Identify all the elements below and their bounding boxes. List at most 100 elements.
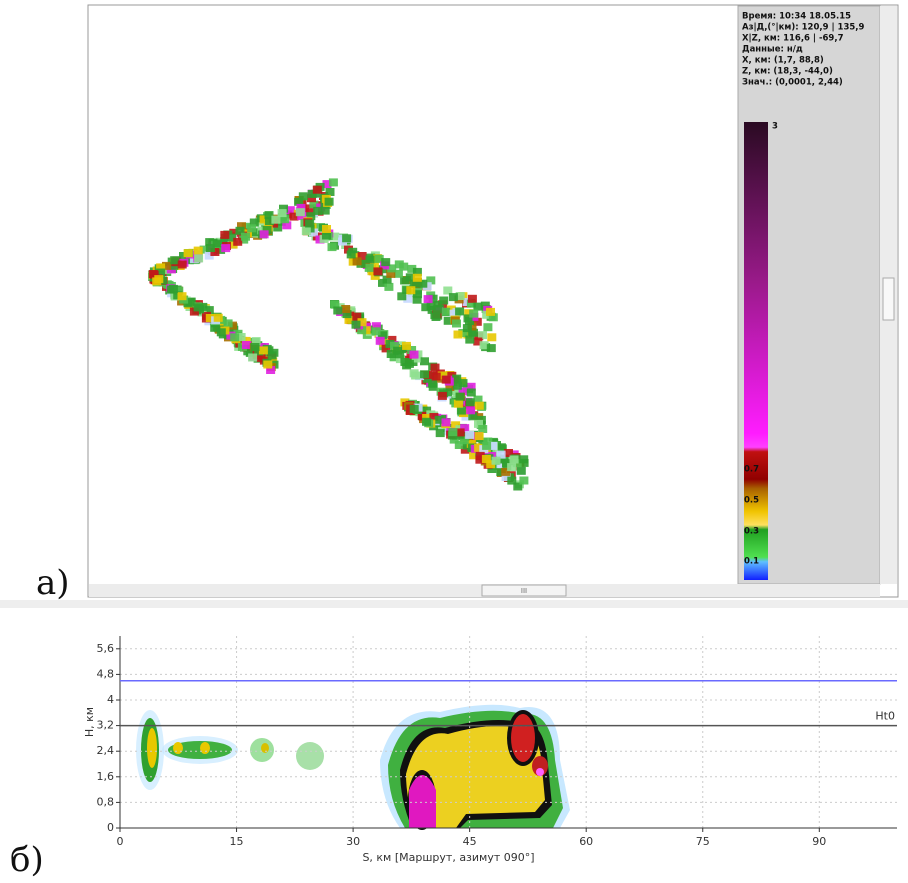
radar-cell	[435, 429, 445, 438]
radar-cell	[365, 255, 375, 264]
radar-cell	[387, 264, 397, 273]
radar-cell	[496, 460, 506, 469]
radar-cell	[488, 313, 498, 322]
radar-cell	[285, 206, 295, 215]
level-label: Ht0	[875, 710, 895, 723]
radar-cell	[491, 456, 501, 465]
radar-cell	[441, 307, 451, 316]
radar-cell	[386, 269, 396, 278]
radar-cell	[501, 467, 511, 476]
radar-cell	[289, 212, 299, 221]
radar-cell	[449, 309, 459, 318]
radar-cell	[458, 379, 468, 388]
radar-cell	[170, 256, 180, 265]
radar-cell	[220, 230, 230, 239]
radar-cell	[437, 391, 447, 400]
radar-cell	[509, 455, 519, 464]
radar-cell	[405, 273, 415, 282]
radar-cell	[466, 299, 476, 308]
radar-cell	[473, 337, 483, 346]
radar-cell	[420, 370, 429, 379]
info-line: X|Z, км: 116,6 | -69,7	[742, 34, 844, 44]
radar-cell	[501, 473, 511, 481]
radar-cell	[333, 306, 343, 315]
radar-cell	[258, 346, 268, 355]
radar-cell	[453, 330, 463, 339]
radar-cell	[407, 346, 417, 354]
radar-cell	[251, 337, 261, 346]
radar-cell	[467, 294, 477, 303]
radar-cell	[463, 314, 473, 323]
radar-cell	[466, 382, 476, 391]
radar-cell	[456, 406, 466, 415]
radar-cell	[409, 405, 419, 413]
radar-field	[148, 178, 529, 491]
radar-cell	[265, 217, 274, 226]
radar-cell	[400, 276, 410, 285]
radar-cell	[307, 194, 316, 203]
y-tick-label: 3,2	[97, 719, 115, 732]
x-tick-label: 60	[579, 835, 593, 848]
radar-cell	[312, 185, 322, 194]
radar-cell	[241, 232, 250, 241]
panel-label: а)	[36, 563, 70, 603]
radar-cell	[351, 320, 361, 329]
radar-cell	[179, 252, 188, 260]
radar-cell	[371, 327, 381, 336]
panel-label: б)	[10, 840, 44, 879]
radar-cell	[161, 266, 171, 275]
radar-cell	[184, 256, 194, 265]
radar-cell	[156, 268, 166, 277]
colorbar-label: 0.1	[744, 557, 759, 567]
radar-cell	[487, 333, 497, 342]
radar-cell	[432, 305, 442, 314]
radar-cell	[325, 188, 335, 196]
radar-cell	[426, 302, 436, 310]
y-tick-label: 5,6	[97, 642, 115, 655]
radar-cell	[390, 341, 399, 350]
radar-cell	[227, 233, 236, 242]
radar-cell	[409, 279, 419, 288]
radar-cell	[401, 341, 411, 350]
radar-cell	[449, 435, 459, 444]
y-tick-label: 4,8	[97, 667, 115, 680]
colorbar-label: 0.3	[744, 527, 759, 537]
radar-cell	[468, 412, 478, 421]
separator	[0, 600, 908, 608]
radar-cell	[458, 387, 468, 396]
radar-cell	[174, 286, 184, 295]
radar-cell	[194, 254, 204, 263]
radar-cell	[473, 395, 483, 404]
radar-cell	[216, 245, 226, 254]
radar-cell	[295, 208, 305, 217]
colorbar-label: 0.5	[744, 496, 759, 506]
radar-cell	[412, 273, 422, 282]
x-tick-label: 90	[812, 835, 826, 848]
radar-cell	[262, 226, 272, 234]
scroll-grip: III	[521, 587, 527, 595]
radar-cell	[422, 417, 431, 426]
radar-cell	[453, 399, 463, 408]
radar-cell	[213, 313, 223, 322]
h-scroll-thumb[interactable]	[481, 584, 567, 597]
radar-cell	[469, 451, 479, 460]
radar-cell	[324, 197, 334, 206]
y-tick-label: 4	[107, 693, 114, 706]
radar-cell	[248, 353, 258, 362]
colorbar	[744, 122, 768, 580]
radar-cell	[235, 226, 245, 235]
radar-cell	[507, 463, 517, 472]
radar-cell	[247, 224, 257, 233]
radar-cell	[296, 203, 306, 212]
v-scroll-thumb[interactable]	[882, 277, 895, 321]
info-line: Время: 10:34 18.05.15	[742, 12, 851, 22]
colorbar-label: 3	[772, 122, 778, 132]
radar-cell	[386, 350, 396, 358]
radar-cell	[429, 413, 439, 421]
radar-cell	[483, 323, 493, 332]
radar-cell	[413, 290, 422, 299]
radar-cell	[443, 286, 453, 295]
radar-cell	[504, 449, 513, 457]
radar-cell	[280, 215, 290, 224]
